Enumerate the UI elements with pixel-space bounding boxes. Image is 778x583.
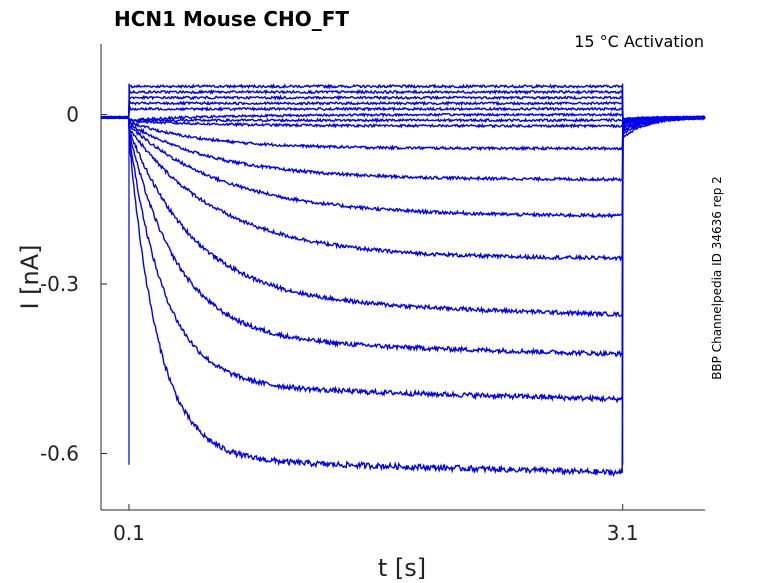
axes-group [100,44,705,511]
sweep-trace [100,114,706,124]
y-axis-label: I [nA] [16,244,44,309]
sweep-trace [100,115,706,262]
chart-annotation: 15 °C Activation [574,32,704,51]
y-tick-label: 0 [66,103,79,127]
y-tick-label: -0.6 [40,442,79,466]
sweep-trace [100,114,706,358]
sweep-trace [100,115,706,404]
sweep-trace [100,115,706,219]
sweep-trace [100,115,706,153]
x-tick-label: 0.1 [113,521,145,545]
side-label: BBP Channelpedia ID 34636 rep 2 [710,176,724,380]
sweep-trace [100,106,706,124]
x-tick-label: 3.1 [607,521,639,545]
sweep-trace [100,111,706,123]
sweep-trace [100,115,706,319]
ticks-group: 0.1 3.1 0 -0.3 -0.6 [40,103,639,545]
sweep-trace [100,89,706,122]
chart-title: HCN1 Mouse CHO_FT [114,7,349,31]
sweep-trace [100,94,706,122]
sweep-trace [101,115,706,477]
sweep-trace [100,100,706,122]
traces-group [100,83,706,477]
y-tick-label: -0.3 [40,272,79,296]
sweep-trace [100,83,706,121]
sweep-trace [100,115,705,129]
x-axis-label: t [s] [378,554,426,582]
sweep-trace [100,115,706,183]
